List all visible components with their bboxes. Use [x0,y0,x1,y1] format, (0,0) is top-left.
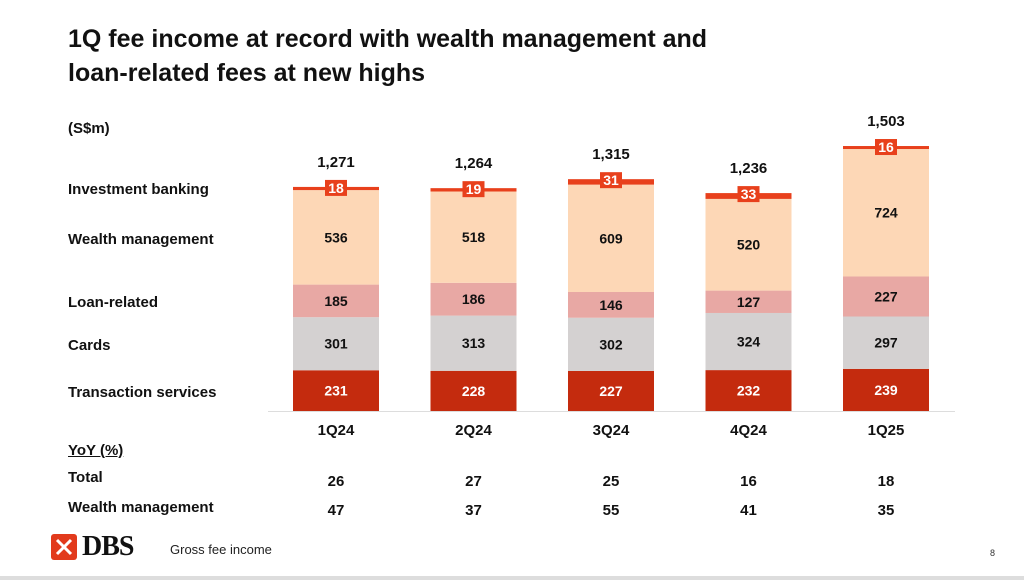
bar-segment-loan-related [293,284,379,318]
footer-note: Gross fee income [170,542,272,557]
data-label-investment-banking: 31 [603,172,619,188]
bar-segment-transaction-services [843,368,929,411]
data-label-cards: 313 [462,335,486,351]
data-label-transaction-services: 239 [874,382,898,398]
x-tick-label: 1Q25 [868,422,905,439]
legend-investment-banking: Investment banking [68,181,209,198]
data-label-box-investment-banking [737,186,760,203]
legend-cards: Cards [68,337,111,354]
unit-label: (S$m) [68,120,110,137]
yoy-wealth-value: 37 [465,502,482,519]
data-label-transaction-services: 231 [324,383,348,399]
x-tick-label: 4Q24 [730,422,767,439]
data-label-cards: 297 [874,335,898,351]
total-label: 1,264 [455,155,493,172]
data-label-investment-banking: 16 [878,139,894,155]
data-label-box-investment-banking [462,181,485,198]
yoy-total-label: Total [68,469,103,486]
legend-wealth-management: Wealth management [68,231,214,248]
data-label-box-investment-banking [600,172,622,189]
data-label-transaction-services: 227 [599,383,623,399]
bar-segment-cards [430,315,517,371]
data-label-wealth-management: 609 [599,230,623,246]
total-label: 1,271 [317,154,355,171]
data-label-investment-banking: 33 [741,186,757,202]
yoy-total-value: 27 [465,473,482,490]
bar-segment-transaction-services [705,370,792,411]
yoy-wealth-value: 47 [328,502,345,519]
data-label-loan-related: 186 [462,291,486,307]
bar-segment-wealth-management [843,148,929,277]
title-line-1: 1Q fee income at record with wealth mana… [68,25,708,53]
data-label-transaction-services: 232 [737,383,761,399]
bar-segment-wealth-management [293,190,379,285]
data-label-cards: 324 [737,334,761,350]
dbs-star-icon [51,534,77,560]
yoy-heading: YoY (%) [68,442,124,459]
total-label: 1,315 [592,146,630,163]
slide-title: 1Q fee income at record with wealth mana… [68,22,707,90]
logo-text: DBS [82,531,134,562]
bar-segment-loan-related [843,276,929,317]
bar-segment-wealth-management [705,198,792,291]
title-line-2: loan-related fees at new highs [68,59,426,87]
total-label: 1,503 [867,113,905,130]
total-label: 1,236 [730,160,768,177]
bar-segment-loan-related [430,282,517,316]
data-label-wealth-management: 518 [462,229,486,245]
bar-segment-transaction-services [293,370,379,411]
bar-segment-transaction-services [568,370,654,411]
bar-segment-cards [568,317,654,371]
data-label-loan-related: 146 [599,297,623,313]
yoy-wealth-value: 55 [603,502,620,519]
data-label-loan-related: 227 [874,288,898,304]
x-tick-label: 2Q24 [455,422,492,439]
legend-transaction-services: Transaction services [68,384,217,401]
yoy-total-value: 18 [878,473,895,490]
bar-segment-cards [843,316,929,369]
dbs-logo: DBS [50,531,134,563]
data-label-wealth-management: 724 [874,205,898,221]
data-label-investment-banking: 19 [466,181,482,197]
data-label-transaction-services: 228 [462,383,486,399]
yoy-wealth-label: Wealth management [68,499,214,516]
bar-segment-loan-related [705,290,792,313]
page-number: 8 [990,548,996,558]
yoy-wealth-value: 35 [878,502,895,519]
legend-loan-related: Loan-related [68,294,159,311]
yoy-total-value: 25 [603,473,620,490]
bottom-divider [0,576,1024,580]
x-tick-label: 1Q24 [318,422,355,439]
yoy-total-value: 16 [740,473,757,490]
data-label-cards: 301 [324,336,348,352]
x-tick-label: 3Q24 [593,422,630,439]
bar-segment-wealth-management [430,191,517,283]
data-label-cards: 302 [599,336,623,352]
data-label-investment-banking: 18 [328,180,344,196]
data-label-box-investment-banking [875,139,897,156]
data-label-wealth-management: 520 [737,237,761,253]
data-label-loan-related: 185 [324,293,348,309]
data-label-loan-related: 127 [737,294,761,310]
bar-segment-cards [705,312,792,371]
yoy-total-value: 26 [328,473,345,490]
yoy-wealth-value: 41 [740,502,757,519]
bar-segment-cards [293,317,379,371]
data-label-box-investment-banking [325,179,347,196]
bar-segment-loan-related [568,291,654,318]
bar-segment-wealth-management [568,184,654,292]
data-label-wealth-management: 536 [324,229,348,245]
bar-segment-transaction-services [430,370,517,411]
